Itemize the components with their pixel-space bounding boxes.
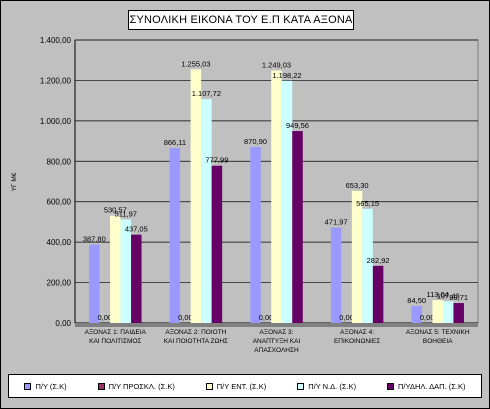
data-label: 870,90 [244,137,267,146]
x-tick-label: ΑΞΟΝΑΣ 1: ΠΑΙΔΕΙΑ [85,329,147,336]
y-tick-label: 1.400,00 [40,36,72,45]
y-tick-label: 600,00 [47,198,72,207]
data-label: 511,97 [115,210,137,219]
bar [432,300,443,323]
x-tick-label: ΚΑΙ ΠΟΙΟΤΗΤΑ ΖΩΗΣ [164,338,228,345]
data-label: 565,15 [356,199,379,208]
y-tick-label: 0,00 [55,319,71,328]
bar [89,244,100,323]
bar [372,265,384,323]
data-label: 107,43 [437,291,460,300]
data-label: 777,99 [205,156,228,165]
x-tick-label: ΑΠΑΣΧΟΛΗΣΗ [254,347,299,354]
x-tick-label: ΑΝΑΠΤΥΞΗ ΚΑΙ [253,338,301,345]
data-label: 0,00 [97,313,112,322]
bar [250,146,261,323]
x-tick-label: ΒΟΗΘΕΙΑ [423,338,453,345]
data-label: 949,56 [286,121,309,130]
chart-title: ΣΥΝΟΛΙΚΗ ΕΙΚΟΝΑ ΤΟΥ Ε.Π ΚΑΤΑ ΑΞΟΝΑ [128,10,354,30]
bar [453,303,464,323]
bar [271,70,282,323]
data-label: 0,00 [339,313,354,322]
y-tick-label: 1.000,00 [40,117,72,126]
bar [190,69,202,323]
bar [281,80,293,323]
data-label: 1.107,72 [192,89,221,98]
data-label: 0,00 [259,313,274,322]
bar [351,190,363,323]
data-label: 113,04 [427,290,449,299]
legend-label: Π/ΥΔΗΛ. ΔΑΠ. (Σ.Κ) [398,381,466,391]
y-tick-label: 1.200,00 [40,76,72,85]
x-tick-label: ΑΞΟΝΑΣ 3: [260,329,294,336]
data-label: 471,97 [325,218,348,227]
bar [120,219,132,323]
bar [292,131,303,323]
data-label: 1.198,22 [272,71,301,80]
legend-swatch [97,382,105,390]
x-tick-label: ΚΑΙ ΠΟΛΙΤΙΣΜΟΣ [89,338,141,345]
legend: Π/Υ (Σ.Κ) Π/Υ ΠΡΟΣΚΛ. (Σ.Κ) Π/Υ ΕΝΤ. (Σ.Κ)… [8,374,482,398]
bar [110,215,121,323]
y-tick-label: 800,00 [47,157,72,166]
bar [411,305,422,323]
legend-label: Π/Υ ΠΡΟΣΚΛ. (Σ.Κ) [108,381,175,391]
bar [211,165,223,323]
y-tick-label: 400,00 [47,238,72,247]
bar [330,227,342,323]
data-label: 437,05 [125,225,148,234]
x-tick-label: ΕΠΙΚΟΙΝΩΝΙΕΣ [334,338,380,345]
bar [442,301,454,323]
data-label: 387,80 [83,235,106,244]
data-label: 530,57 [104,206,127,215]
legend-item: Π/Υ (Σ.Κ) [24,381,67,391]
y-axis-label: ΥΓ Μ€ [11,172,18,191]
legend-label: Π/Υ (Σ.Κ) [35,381,67,391]
legend-swatch [387,382,395,390]
x-tick-label: ΑΞΟΝΑΣ 4: [340,329,374,336]
data-label: 84,50 [407,296,426,305]
legend-swatch [205,382,213,390]
data-label: 0,00 [420,313,435,322]
data-label: 282,92 [367,256,390,265]
legend-item: Π/Υ ΕΝΤ. (Σ.Κ) [205,381,267,391]
bar [131,234,142,323]
legend-swatch [297,382,305,390]
legend-item: Π/ΥΔΗΛ. ΔΑΠ. (Σ.Κ) [387,382,465,391]
data-label: 98,71 [449,293,468,302]
x-tick-label: ΑΞΟΝΑΣ 5: ΤΕΧΝΙΚΗ [406,329,470,336]
legend-swatch [24,382,32,390]
bar [169,147,181,323]
data-label: 1.249,03 [262,61,291,70]
legend-item: Π/Υ Ν.Δ. (Σ.Κ) [297,382,356,391]
legend-item: Π/Υ ΠΡΟΣΚΛ. (Σ.Κ) [97,381,175,391]
data-label: 866,11 [164,138,186,147]
data-label: 653,30 [346,181,369,190]
plot-floor [75,323,478,327]
legend-label: Π/Υ Ν.Δ. (Σ.Κ) [308,381,357,391]
legend-label: Π/Υ ΕΝΤ. (Σ.Κ) [216,381,267,391]
data-label: 0,00 [178,313,193,322]
y-tick-label: 200,00 [47,279,72,288]
x-tick-label: ΑΞΟΝΑΣ 2: ΠΟΙΟΤΗ [165,329,226,336]
bar [201,99,212,324]
bar [362,208,373,323]
data-label: 1.255,03 [181,59,210,68]
